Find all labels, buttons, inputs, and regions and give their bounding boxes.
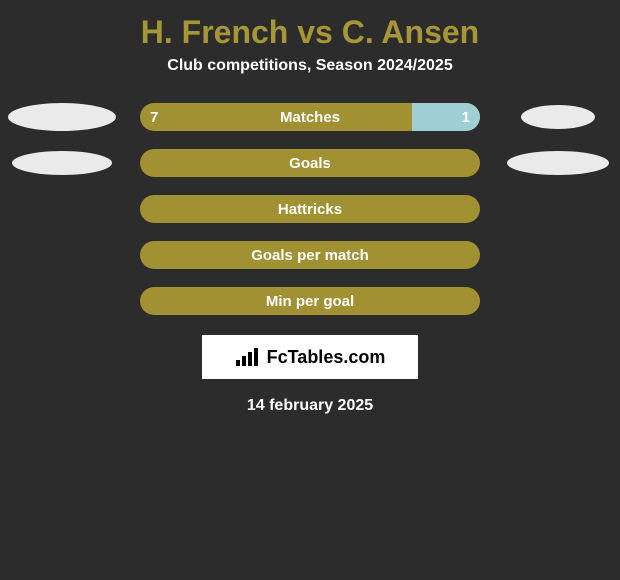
fctables-logo[interactable]: FcTables.com <box>202 335 418 379</box>
stat-row: 71Matches <box>0 103 620 131</box>
stat-bar: Min per goal <box>140 287 480 315</box>
stat-bar: Goals <box>140 149 480 177</box>
left-slot <box>2 151 122 175</box>
player-right-ellipse <box>521 105 595 129</box>
left-slot <box>2 103 122 131</box>
comparison-title: H. French vs C. Ansen <box>0 0 620 57</box>
player-left-ellipse <box>8 103 116 131</box>
player-left-ellipse <box>12 151 112 175</box>
stat-bar: Goals per match <box>140 241 480 269</box>
stat-row: Hattricks <box>0 195 620 223</box>
stat-label: Goals per match <box>140 241 480 269</box>
stat-row: Min per goal <box>0 287 620 315</box>
stat-bar: Hattricks <box>140 195 480 223</box>
stat-label: Hattricks <box>140 195 480 223</box>
right-slot <box>498 105 618 129</box>
stats-rows: 71MatchesGoalsHattricksGoals per matchMi… <box>0 103 620 315</box>
stat-row: Goals per match <box>0 241 620 269</box>
stat-left-value: 7 <box>150 103 158 131</box>
bars-icon <box>235 346 263 368</box>
stat-label: Goals <box>140 149 480 177</box>
comparison-date: 14 february 2025 <box>0 397 620 415</box>
right-slot <box>498 151 618 175</box>
stat-label: Min per goal <box>140 287 480 315</box>
stat-bar: 71Matches <box>140 103 480 131</box>
player-right-ellipse <box>507 151 609 175</box>
stat-right-value: 1 <box>462 103 470 131</box>
comparison-subtitle: Club competitions, Season 2024/2025 <box>0 57 620 103</box>
logo-text: FcTables.com <box>267 347 386 368</box>
stat-row: Goals <box>0 149 620 177</box>
